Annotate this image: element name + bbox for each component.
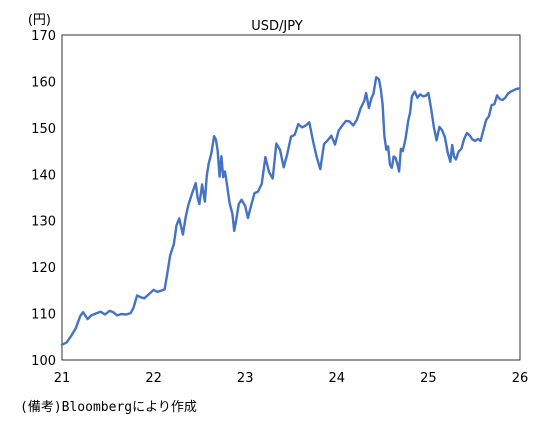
y-tick-label: 150 xyxy=(31,122,56,137)
y-tick-label: 120 xyxy=(31,261,56,276)
y-axis-unit-label: (円) xyxy=(28,13,51,28)
y-tick-label: 160 xyxy=(31,75,56,90)
y-tick-label: 100 xyxy=(31,354,56,369)
y-axis-ticks: 100 110 120 130 140 150 160 170 xyxy=(31,29,56,369)
chart-title: USD/JPY xyxy=(251,19,303,34)
x-tick-label: 25 xyxy=(420,371,437,386)
x-tick-label: 24 xyxy=(329,371,346,386)
y-tick-label: 130 xyxy=(31,215,56,230)
y-tick-label: 140 xyxy=(31,168,56,183)
y-tick-label: 170 xyxy=(31,29,56,44)
plot-area-frame xyxy=(61,34,521,361)
x-tick-label: 22 xyxy=(145,371,162,386)
x-tick-label: 26 xyxy=(512,371,529,386)
x-tick-label: 23 xyxy=(237,371,254,386)
usdjpy-line xyxy=(60,75,521,346)
y-tick-label: 110 xyxy=(31,308,56,323)
source-note: (備考)Bloombergにより作成 xyxy=(20,400,197,415)
x-axis-ticks: 21 22 23 24 25 26 xyxy=(54,371,529,386)
x-tick-label: 21 xyxy=(54,371,71,386)
series-group xyxy=(60,75,521,346)
